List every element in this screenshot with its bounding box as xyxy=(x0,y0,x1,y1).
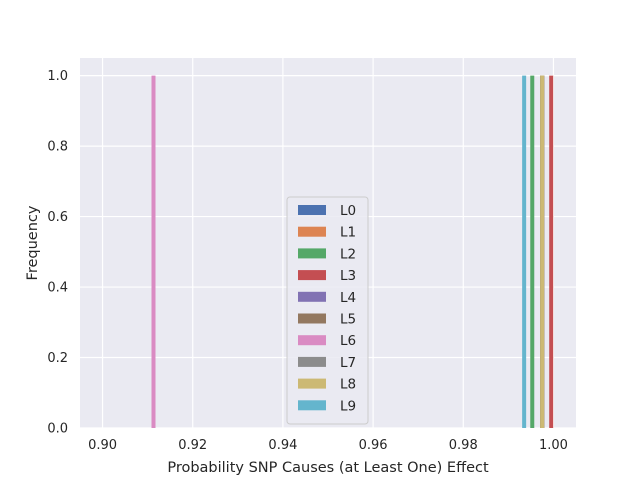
y-tick-label: 0.8 xyxy=(47,140,68,155)
x-tick-label: 0.96 xyxy=(359,438,388,453)
bar-l6 xyxy=(151,75,156,428)
y-tick-label: 1.0 xyxy=(47,69,68,84)
legend-swatch xyxy=(298,400,326,411)
bar-l9 xyxy=(522,75,527,428)
legend-label: L5 xyxy=(340,312,356,328)
y-tick-label: 0.4 xyxy=(47,281,68,296)
legend-label: L9 xyxy=(340,398,356,414)
legend-item-l0: L0 xyxy=(298,203,356,219)
bar-l8 xyxy=(540,75,545,428)
legend-item-l9: L9 xyxy=(298,398,356,414)
legend-label: L8 xyxy=(340,377,356,393)
tick-labels: 0.90 0.92 0.94 0.96 0.98 1.00 0.0 0.2 0.4 0.6 0.8 1… xyxy=(47,69,568,453)
x-axis-label: Probability SNP Causes (at Least One) Ef… xyxy=(167,460,489,476)
legend-label: L7 xyxy=(340,355,356,371)
legend-item-l1: L1 xyxy=(298,225,356,241)
bar-l3 xyxy=(549,75,554,428)
y-axis-label: Frequency xyxy=(25,205,41,280)
legend-swatch xyxy=(298,378,326,389)
legend-item-l5: L5 xyxy=(298,312,356,328)
x-tick-label: 0.98 xyxy=(449,438,478,453)
legend-item-l4: L4 xyxy=(298,290,356,306)
x-tick-label: 0.90 xyxy=(88,438,117,453)
legend-item-l6: L6 xyxy=(298,333,356,349)
legend-item-l3: L3 xyxy=(298,268,356,284)
legend-label: L2 xyxy=(340,246,356,262)
y-tick-label: 0.0 xyxy=(47,422,68,437)
legend-swatch xyxy=(298,356,326,367)
legend-label: L3 xyxy=(340,268,356,284)
y-tick-label: 0.6 xyxy=(47,210,68,225)
legend-swatch xyxy=(298,205,326,215)
legend-swatch xyxy=(298,291,326,302)
legend-item-l8: L8 xyxy=(298,377,356,393)
legend-item-l2: L2 xyxy=(298,246,356,262)
x-tick-label: 0.94 xyxy=(268,438,297,453)
legend-swatch xyxy=(298,226,326,237)
legend-label: L0 xyxy=(340,203,356,219)
legend: L0 L1 L2 L3 L4 L5 L6 L7 L8 L9 xyxy=(286,196,369,425)
y-tick-label: 0.2 xyxy=(47,351,68,366)
legend-swatch xyxy=(298,313,326,324)
x-tick-label: 1.00 xyxy=(539,438,568,453)
bars xyxy=(151,75,554,428)
legend-item-l7: L7 xyxy=(298,355,356,371)
legend-swatch xyxy=(298,335,326,346)
legend-label: L4 xyxy=(340,290,356,306)
bar-l2 xyxy=(530,75,535,428)
legend-label: L1 xyxy=(340,225,356,241)
legend-swatch xyxy=(298,248,326,259)
legend-swatch xyxy=(298,270,326,281)
x-tick-label: 0.92 xyxy=(178,438,207,453)
legend-label: L6 xyxy=(340,333,356,349)
